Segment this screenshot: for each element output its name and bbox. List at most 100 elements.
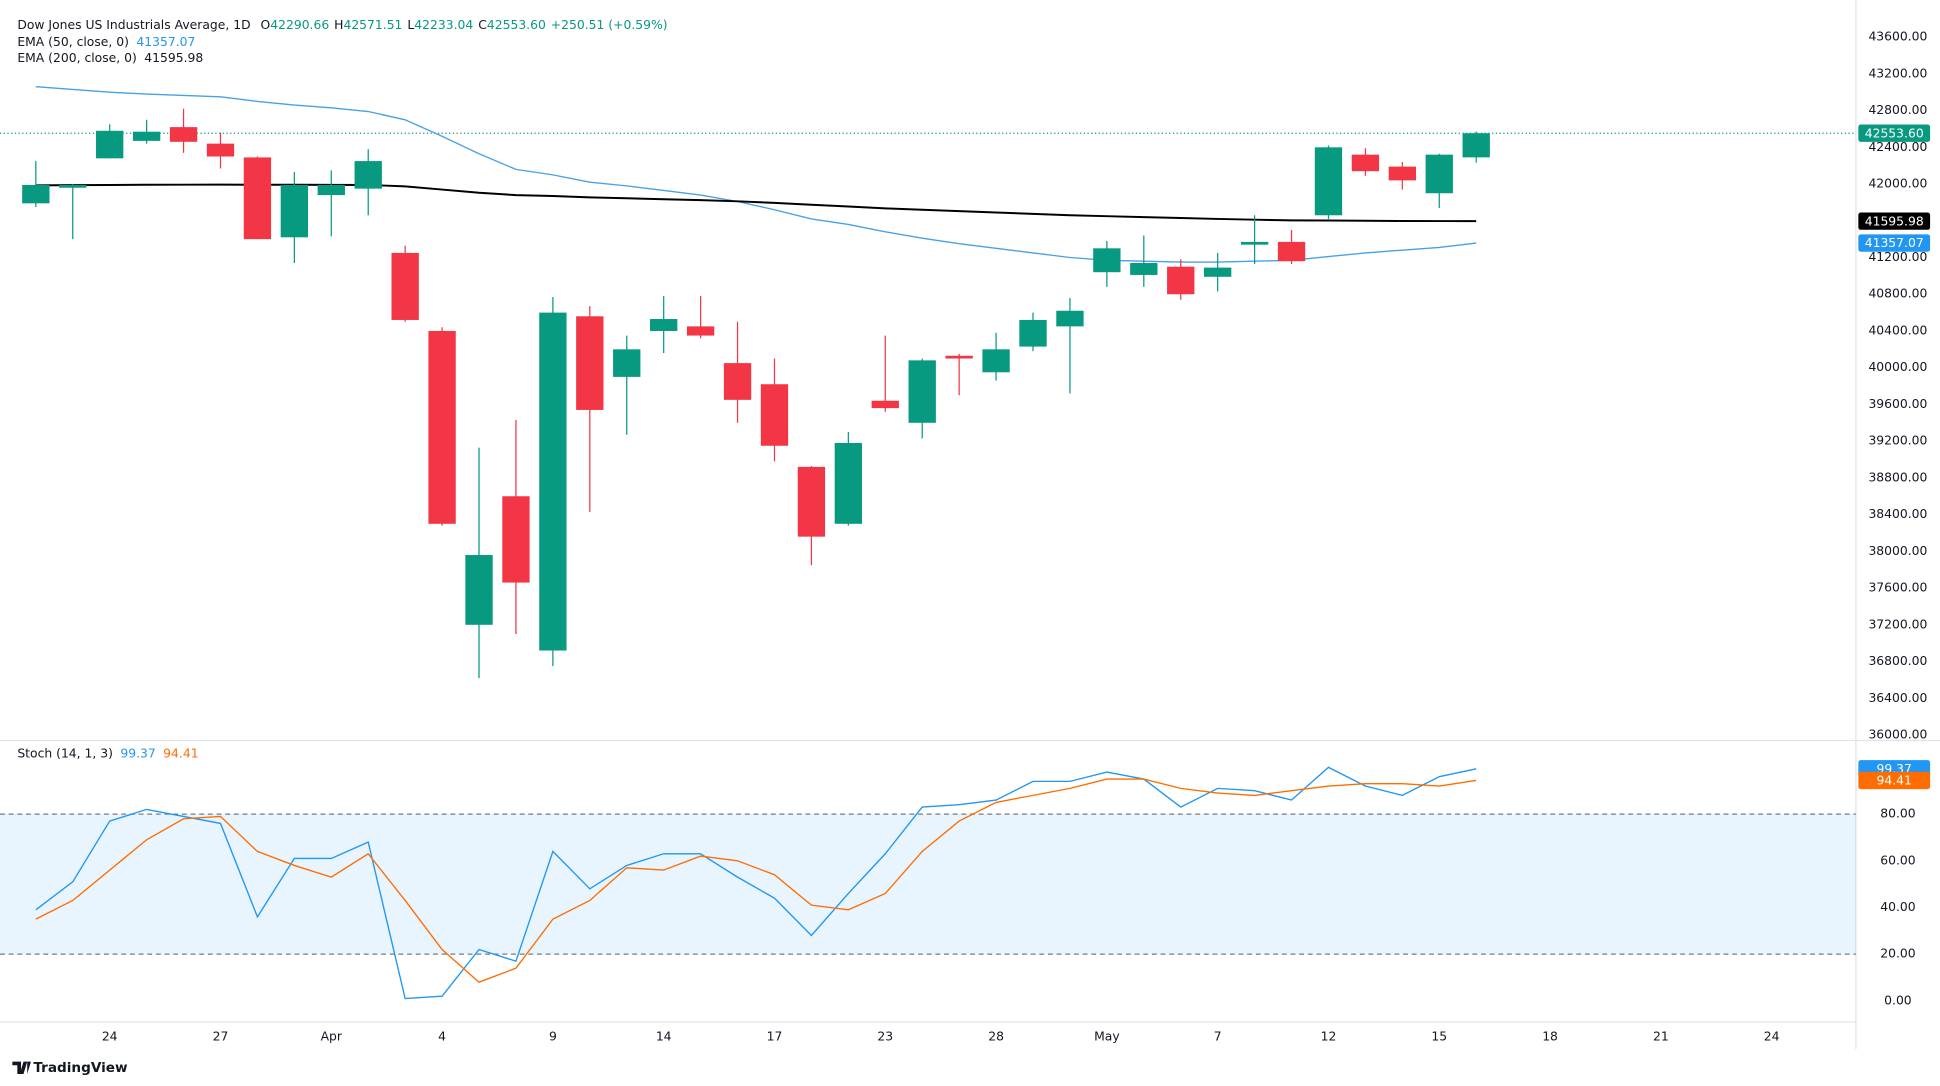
- y-tick-label: 36000.00: [1868, 727, 1927, 741]
- candle-body: [650, 319, 678, 331]
- y-tick-label: 39200.00: [1868, 434, 1927, 448]
- candle-body: [132, 131, 161, 141]
- ohlc-key: L: [407, 17, 414, 31]
- candle-body: [945, 355, 973, 359]
- stoch-axis-label: 94.41: [1877, 774, 1912, 788]
- x-tick-label: 9: [549, 1029, 557, 1043]
- candle-body: [59, 184, 87, 188]
- candle-body: [22, 184, 50, 204]
- ohlc-value: 42290.66: [270, 17, 329, 31]
- line: [35, 766, 1477, 1000]
- x-tick-label: 24: [1764, 1029, 1780, 1043]
- candle-body: [871, 400, 899, 409]
- y-tick-label: 39600.00: [1868, 397, 1927, 411]
- candle-body: [1277, 241, 1306, 262]
- candle-body: [428, 330, 456, 524]
- x-tick-label: 23: [877, 1029, 893, 1043]
- legend-ema200: EMA (200, close, 0) 41595.98: [17, 51, 203, 65]
- y-tick-label: 40.00: [1880, 900, 1916, 914]
- price-axis-label-box: [1858, 124, 1931, 142]
- ohlc-value: 42233.04: [414, 17, 473, 31]
- x-tick-label: 7: [1214, 1029, 1222, 1043]
- candle-body: [834, 442, 863, 524]
- x-tick-label: 15: [1431, 1029, 1447, 1043]
- candle-body: [243, 157, 272, 240]
- legend-value: 41595.98: [144, 51, 203, 65]
- candle-body: [280, 184, 309, 238]
- legend-name: EMA (50, close, 0): [17, 35, 129, 49]
- ohlc-value: 42553.60: [487, 17, 546, 31]
- candle-body: [686, 326, 715, 336]
- candle-body: [539, 312, 567, 651]
- stoch-axis-label-box: [1858, 771, 1931, 790]
- line: [35, 86, 1477, 263]
- candle-body: [1056, 310, 1084, 327]
- x-tick-label: 28: [988, 1029, 1004, 1043]
- y-tick-label: 37600.00: [1868, 581, 1927, 595]
- ema200-axis-label-box: [1858, 212, 1931, 230]
- y-tick-label: 38000.00: [1868, 544, 1927, 558]
- candle-body: [169, 127, 198, 142]
- x-tick-label: 12: [1321, 1029, 1337, 1043]
- y-tick-label: 42400.00: [1868, 140, 1927, 154]
- x-tick-label: 14: [656, 1029, 672, 1043]
- candle-body: [1167, 266, 1195, 295]
- candle-body: [1240, 241, 1269, 245]
- y-tick-label: 38400.00: [1868, 507, 1927, 521]
- legend-value: 94.41: [163, 746, 198, 760]
- candle-body: [982, 349, 1010, 373]
- legend-name: Stoch (14, 1, 3): [17, 746, 113, 760]
- y-tick-label: 60.00: [1880, 853, 1916, 867]
- legend-name: EMA (200, close, 0): [17, 51, 137, 65]
- candle-body: [1351, 154, 1380, 172]
- brand: TradingView: [33, 1060, 128, 1076]
- candle-body: [317, 184, 345, 196]
- candle-body: [354, 161, 382, 189]
- x-tick-label: 17: [767, 1029, 783, 1043]
- y-tick-label: 42800.00: [1868, 103, 1927, 117]
- x-tick-label: May: [1094, 1029, 1120, 1043]
- ema50-axis-label-box: [1858, 234, 1931, 252]
- candle-body: [206, 143, 235, 157]
- x-tick-label: Apr: [321, 1029, 343, 1043]
- y-tick-label: 38800.00: [1868, 470, 1927, 484]
- candle-body: [797, 466, 826, 537]
- y-tick-label: 0.00: [1884, 993, 1912, 1007]
- y-tick-label: 41200.00: [1868, 250, 1927, 264]
- candle-body: [576, 316, 604, 410]
- candle-body: [908, 360, 936, 423]
- y-tick-label: 36800.00: [1868, 654, 1927, 668]
- ohlc-key: H: [334, 17, 343, 31]
- candle-body: [1462, 133, 1490, 158]
- ohlc-key: O: [261, 17, 271, 31]
- legend-title: Dow Jones US Industrials Average, 1D: [17, 17, 250, 31]
- price-axis-label: 42553.60: [1865, 126, 1924, 140]
- x-tick-label: 4: [438, 1029, 446, 1043]
- candle-body: [1093, 248, 1121, 273]
- ema200-axis-label: 41595.98: [1865, 214, 1924, 228]
- candle-body: [391, 252, 419, 320]
- line: [35, 778, 1477, 983]
- candle-body: [1314, 147, 1343, 216]
- x-tick-label: 24: [102, 1029, 118, 1043]
- candle-body: [1019, 319, 1047, 347]
- y-tick-label: 40000.00: [1868, 360, 1927, 374]
- y-tick-label: 43600.00: [1868, 30, 1927, 44]
- change: +250.51 (+0.59%): [551, 17, 668, 31]
- candle-body: [613, 349, 641, 377]
- y-tick-label: 80.00: [1880, 807, 1916, 821]
- ohlc-key: C: [478, 17, 487, 31]
- candle-body: [723, 363, 752, 400]
- candle-body: [502, 496, 530, 583]
- candle-body: [96, 130, 124, 159]
- y-tick-label: 40800.00: [1868, 287, 1927, 301]
- y-tick-label: 36400.00: [1868, 691, 1927, 705]
- candle-body: [1204, 267, 1232, 277]
- candle-body: [1130, 263, 1158, 275]
- x-tick-label: 21: [1653, 1029, 1669, 1043]
- candle-body: [465, 555, 493, 625]
- ohlc-value: 42571.51: [343, 17, 402, 31]
